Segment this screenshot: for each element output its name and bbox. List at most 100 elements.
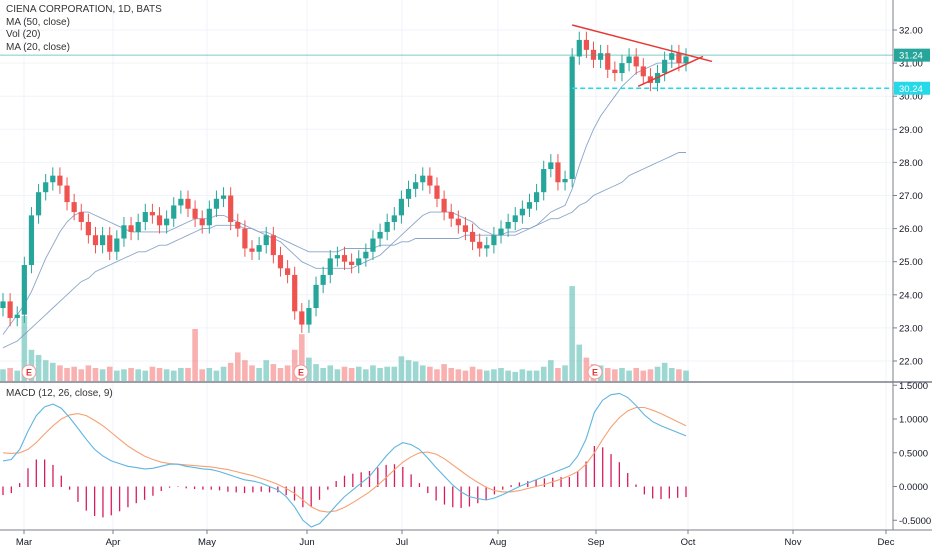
candle [669,44,675,69]
macd-tick-label: 1.0000 [899,415,928,426]
volume-bar [156,368,163,381]
candle-body [676,53,682,64]
volume-bar [163,369,170,381]
price-tick-label: 24.00 [899,290,923,301]
candle [498,220,504,244]
candle-body [85,221,91,236]
candle [121,217,127,247]
candle-body [107,235,113,252]
volume-bar [391,366,398,381]
lower-trendline [637,55,704,87]
volume-bar [569,286,575,381]
candle-body [398,198,405,216]
candle [334,246,340,267]
volume-bar [178,368,184,381]
candle-body [14,314,20,318]
macd-line [2,392,687,528]
candle [206,200,212,234]
candle [43,173,49,201]
candle-body [114,238,120,252]
candle [107,226,113,261]
volume-bar [448,368,455,381]
volume-bar [256,368,262,381]
volume-bar [355,366,362,381]
candle-body [220,195,227,199]
macd-histogram [2,446,687,518]
candle-body [277,255,284,269]
volume-bar [548,360,554,381]
candle [242,220,248,257]
candle [57,167,63,194]
legend-ma20: MA (20, close) [6,41,70,53]
volume-bar [71,366,77,381]
volume-bar [114,370,120,381]
candle [398,190,405,224]
candle-body [21,265,27,315]
candle [263,226,269,254]
candle-body [662,59,668,74]
candle [71,193,77,221]
candle-body [370,238,376,252]
price-tick-label: 22.00 [899,357,923,368]
volume-bar [121,369,127,381]
volume-bar [412,361,419,381]
volume-bar [149,366,156,381]
volume-bar [299,334,305,381]
candle-body [647,76,654,83]
candle [50,167,56,191]
last-price-tag-bg [894,48,930,62]
volume-bar [370,365,376,381]
x-axis-label: Nov [785,537,802,548]
x-axis-label: Mar [16,537,32,548]
candle-body [633,56,639,67]
candle-body [128,225,134,232]
macd-legend: MACD (12, 26, close, 9) [6,388,113,399]
volume-bar [505,370,511,381]
earnings-marker: E [293,364,309,380]
candle-body [121,225,127,239]
ma20-line [2,62,686,335]
volume-bar [455,369,462,381]
price-tick-label: 25.00 [899,257,923,268]
candle-body [541,169,547,193]
candle [341,246,348,270]
candle [633,48,639,75]
candle-body [519,208,525,216]
candle-body [626,56,632,64]
price-tick-label: 32.00 [899,26,923,37]
candle [78,203,84,231]
volume-bar [106,366,113,381]
candle-body [57,175,63,186]
level-price-tag-text: 30.24 [899,84,923,95]
volume-bar [562,365,568,381]
candle-body [441,198,447,213]
candle [14,306,20,327]
volume-bar [21,316,28,381]
candle-body [413,182,419,189]
candle [284,260,291,284]
candle [555,154,561,191]
candle [114,230,120,261]
volume-bar [14,370,21,381]
volume-bar [320,368,326,381]
volume-bar [142,370,149,381]
candle-body [256,245,262,252]
level-price-tag: 30.24 [894,81,930,95]
candle-body [420,175,426,183]
volume-bar [619,368,625,381]
volume-bar [199,369,206,381]
volume-bar [462,370,469,381]
candle [491,226,497,254]
candle-body [206,208,212,226]
candle-body [306,308,312,325]
candle [612,61,618,82]
candle-body [619,63,625,74]
volume-bars [0,286,689,381]
volume-bar [78,369,85,381]
candle [135,213,141,241]
price-tick-label: 30.00 [899,92,923,103]
candle-body [164,218,170,226]
candle-body [292,274,298,312]
volume-bar [419,365,426,381]
volume-bar [42,360,49,381]
